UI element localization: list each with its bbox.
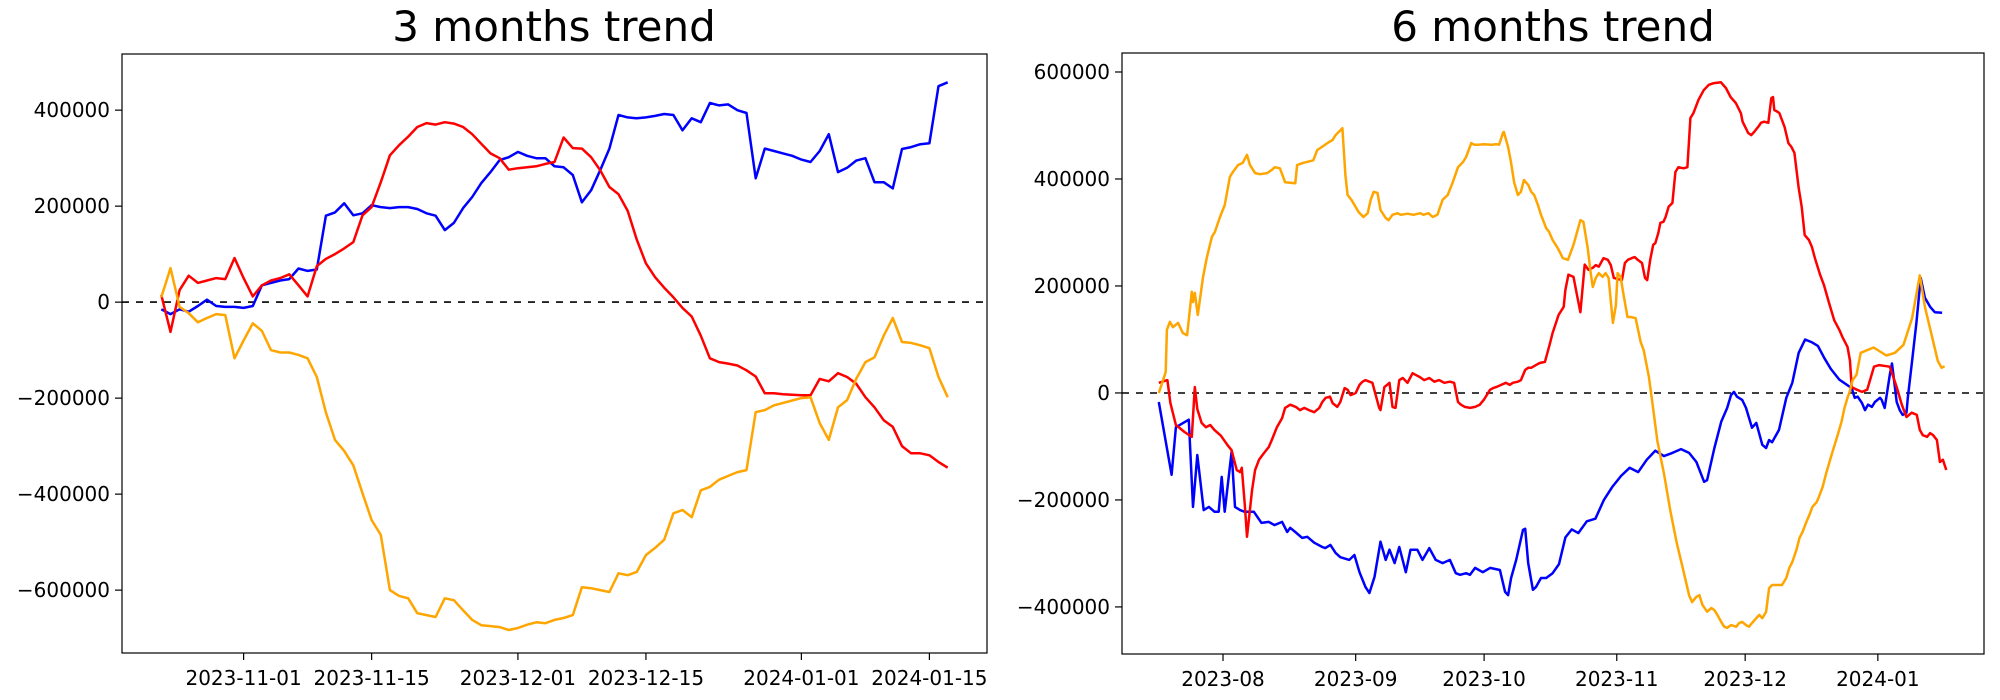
left-x-tick-label: 2024-01-15: [871, 666, 987, 690]
left-y-tick-label: −600000: [17, 578, 110, 602]
left-x-tick-label: 2023-11-15: [314, 666, 430, 690]
left-y-tick-label: 400000: [34, 98, 110, 122]
right-y-axis: 600000 400000 200000 0 −200000 −400000: [1017, 60, 1122, 619]
right-y-tick-label: 200000: [1034, 274, 1110, 298]
right-x-tick-label: 2023-12: [1703, 667, 1787, 691]
left-x-tick-label: 2023-12-01: [460, 666, 576, 690]
right-x-axis: 2023-08 2023-09 2023-10 2023-11 2023-12 2024-…: [1181, 654, 1920, 691]
right-plot-border: [1121, 52, 1985, 655]
right-x-tick-label: 2023-10: [1442, 667, 1526, 691]
right-series-red: [1158, 80, 1948, 539]
right-x-tick-label: 2023-11: [1575, 667, 1659, 691]
left-x-tick-label: 2023-12-15: [588, 666, 704, 690]
chart-left: 400000 200000 0 −200000 −400000 −600000 2023-1…: [17, 53, 988, 690]
left-series-orange: [160, 266, 949, 632]
right-series-blue: [1157, 276, 1943, 597]
left-chart-title: 3 months trend: [392, 2, 716, 51]
right-y-tick-label: 0: [1097, 381, 1110, 405]
right-x-tick-label: 2023-08: [1181, 667, 1265, 691]
right-x-tick-label: 2024-01: [1836, 667, 1920, 691]
left-y-tick-label: −400000: [17, 482, 110, 506]
left-y-tick-label: −200000: [17, 386, 110, 410]
right-y-tick-label: −400000: [1017, 595, 1110, 619]
right-y-tick-label: 600000: [1034, 60, 1110, 84]
right-y-tick-label: 400000: [1034, 167, 1110, 191]
left-series-blue: [160, 81, 949, 316]
right-x-tick-label: 2023-09: [1314, 667, 1398, 691]
left-x-tick-label: 2023-11-01: [185, 666, 301, 690]
right-y-tick-label: −200000: [1017, 488, 1110, 512]
left-y-axis: 400000 200000 0 −200000 −400000 −600000: [17, 98, 122, 602]
right-chart-title: 6 months trend: [1391, 2, 1715, 51]
chart-right: 600000 400000 200000 0 −200000 −400000 2023-08…: [1017, 52, 1985, 691]
left-plot-border: [121, 53, 988, 654]
left-x-tick-label: 2024-01-01: [743, 666, 859, 690]
left-y-tick-label: 200000: [34, 194, 110, 218]
left-x-axis: 2023-11-01 2023-11-15 2023-12-01 2023-12-15…: [185, 653, 988, 690]
left-series-red: [160, 120, 949, 469]
right-series-orange: [1157, 126, 1946, 630]
left-y-tick-label: 0: [97, 290, 110, 314]
